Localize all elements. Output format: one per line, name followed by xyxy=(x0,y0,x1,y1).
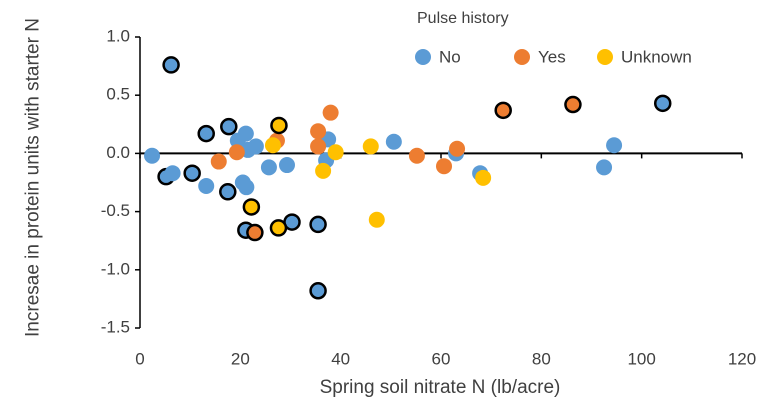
legend-marker xyxy=(514,49,530,65)
scatter-point xyxy=(368,211,385,228)
x-tick-label: 120 xyxy=(728,349,756,368)
legend-label: No xyxy=(439,47,461,66)
legend-marker xyxy=(415,49,431,65)
y-tick-label: -1.0 xyxy=(101,259,130,278)
scatter-point xyxy=(228,144,245,161)
legend-label: Unknown xyxy=(621,47,692,66)
scatter-point xyxy=(436,158,453,175)
x-tick-label: 0 xyxy=(135,349,144,368)
scatter-point xyxy=(596,159,613,176)
x-tick-label: 20 xyxy=(231,349,250,368)
scatter-point xyxy=(322,104,339,121)
scatter-point xyxy=(210,153,227,170)
y-tick-label: 0.5 xyxy=(106,85,130,104)
scatter-point xyxy=(162,56,180,74)
y-tick-label: -1.5 xyxy=(101,317,130,336)
y-axis-label: Incresae in protein units with starter N xyxy=(22,18,44,337)
scatter-point xyxy=(220,117,238,136)
scatter-point xyxy=(237,125,254,142)
x-tick-label: 60 xyxy=(432,349,451,368)
scatter-point xyxy=(606,137,623,154)
y-tick-label: 1.0 xyxy=(106,26,130,45)
scatter-point xyxy=(144,147,161,164)
y-tick-label: 0.0 xyxy=(106,143,130,162)
scatter-point xyxy=(238,179,255,196)
scatter-point xyxy=(309,282,327,300)
y-tick-label: -0.5 xyxy=(101,201,130,220)
scatter-point xyxy=(269,219,288,237)
scatter-point xyxy=(197,124,215,143)
legend-label: Yes xyxy=(538,47,566,66)
scatter-point xyxy=(449,140,466,157)
scatter-point xyxy=(315,162,332,179)
x-tick-label: 80 xyxy=(532,349,551,368)
scatter-point xyxy=(219,183,237,201)
legend-marker xyxy=(597,49,613,65)
scatter-point xyxy=(183,164,201,182)
scatter-point xyxy=(362,138,379,155)
scatter-point xyxy=(408,147,425,164)
scatter-point xyxy=(264,137,281,154)
scatter-point xyxy=(475,169,492,186)
scatter-point xyxy=(564,95,582,114)
scatter-point xyxy=(653,94,672,113)
scatter-point xyxy=(246,223,264,242)
scatter-point xyxy=(260,159,277,176)
scatter-point xyxy=(247,138,264,155)
x-tick-label: 40 xyxy=(331,349,350,368)
scatter-point xyxy=(278,157,295,174)
scatter-point xyxy=(327,144,344,161)
scatter-point xyxy=(164,165,181,182)
scatter-point xyxy=(242,198,261,216)
scatter-point xyxy=(494,101,512,120)
scatter-point xyxy=(310,138,327,155)
x-tick-label: 100 xyxy=(627,349,655,368)
x-axis-label: Spring soil nitrate N (lb/acre) xyxy=(320,377,561,398)
scatter-point xyxy=(310,123,327,140)
scatter-point xyxy=(385,133,402,150)
scatter-point xyxy=(198,177,215,194)
scatter-point xyxy=(309,215,327,234)
legend-title: Pulse history xyxy=(417,10,509,27)
scatter-point xyxy=(270,116,288,135)
